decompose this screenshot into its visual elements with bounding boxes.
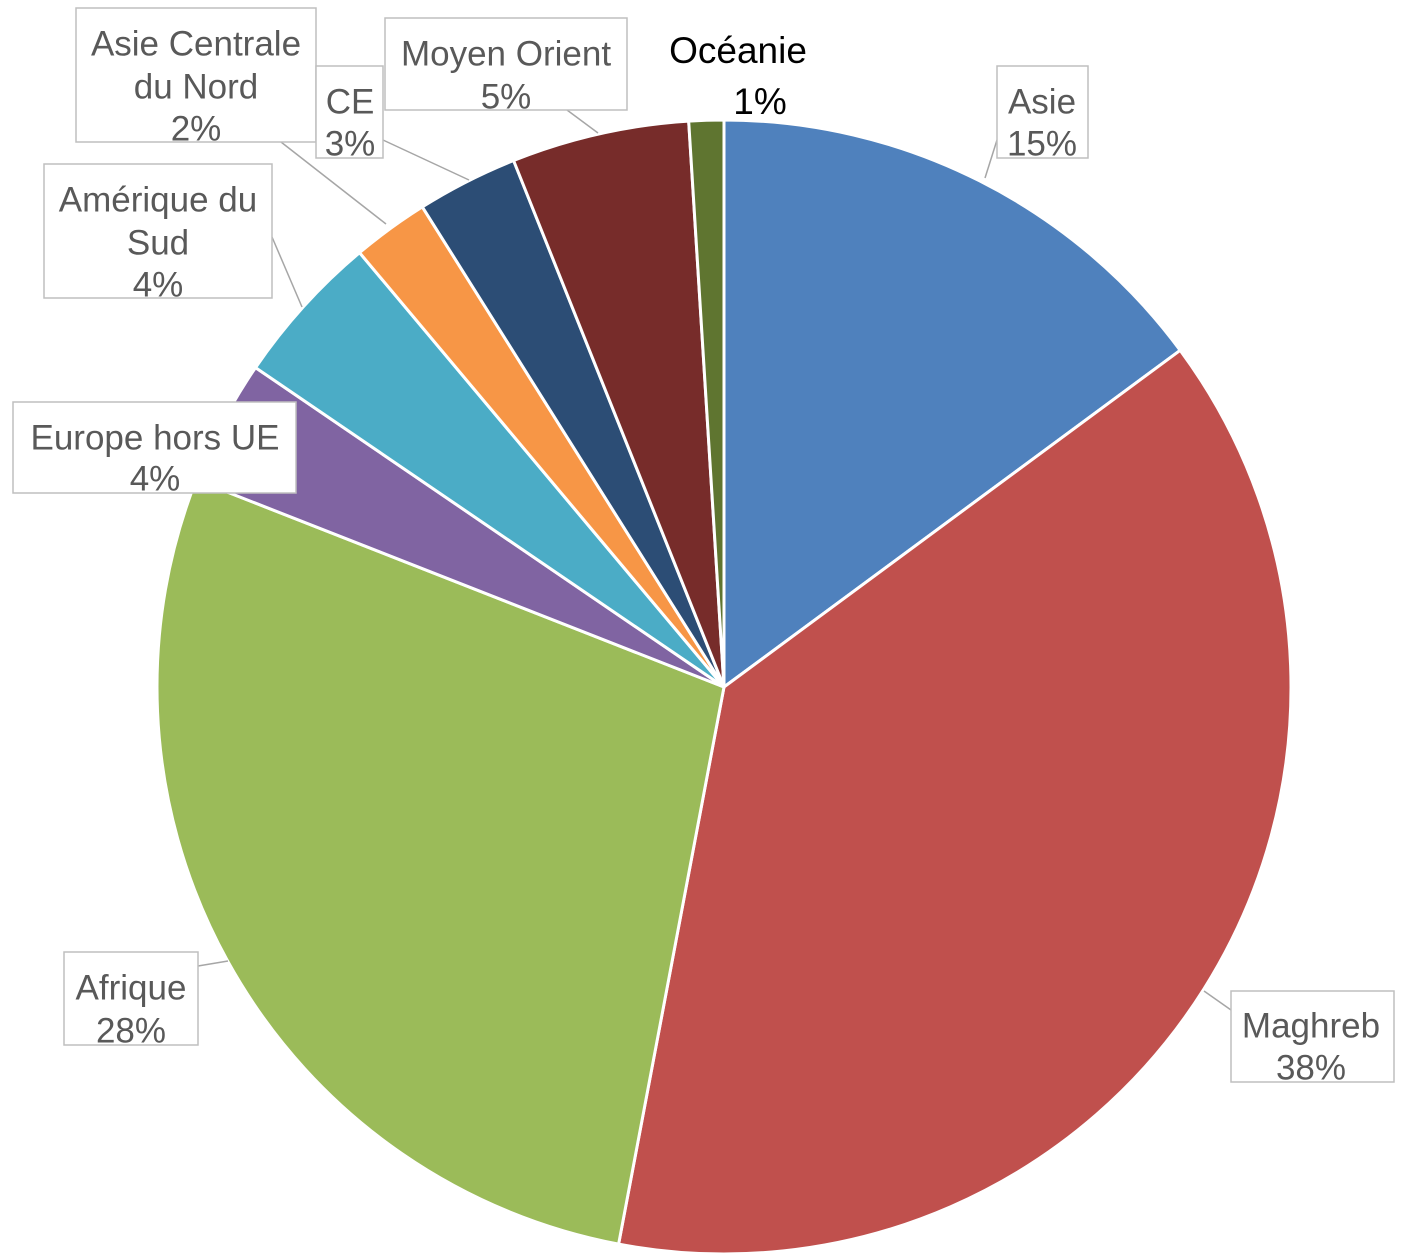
data-label-name-ce: CE: [326, 82, 375, 121]
data-label-name-amerique-du-sud-1: Amérique du: [59, 180, 257, 219]
data-label-percent-oceanie: 1%: [733, 81, 786, 122]
data-label-name-afrique: Afrique: [76, 968, 187, 1007]
data-label-box-asie: [996, 65, 1089, 159]
leader-line-asie-centrale-du-nord: [280, 141, 387, 225]
data-label-name-europe-hors-ue: Europe hors UE: [30, 418, 279, 457]
leader-line-moyen-orient: [566, 109, 599, 134]
data-label-box-asie-centrale-du-nord: [75, 7, 317, 143]
pie-slice-asie: [722, 118, 1182, 689]
data-label-name-maghreb: Maghreb: [1242, 1006, 1380, 1045]
data-label-box-amerique-du-sud: [43, 163, 273, 299]
leader-lines: [197, 109, 1232, 1011]
leader-line-afrique: [197, 960, 229, 967]
leader-line-asie: [984, 139, 998, 179]
leader-line-ce: [382, 139, 470, 181]
data-label-percent-asie: 15%: [1007, 124, 1077, 163]
leader-line-maghreb: [1203, 990, 1232, 1011]
data-label-name-asie-centrale-du-nord-2: du Nord: [134, 67, 259, 106]
pie-slice-oceanie: [687, 118, 726, 689]
data-label-percent-asie-centrale-du-nord: 2%: [171, 109, 222, 148]
pie-slices: [155, 118, 1293, 1256]
data-label-percent-amerique-du-sud: 4%: [133, 265, 184, 304]
data-label-percent-afrique: 28%: [96, 1011, 166, 1050]
leader-line-amerique-du-sud: [271, 236, 303, 308]
data-label-box-afrique: [63, 951, 199, 1046]
data-label-percent-europe-hors-ue: 4%: [130, 459, 181, 498]
data-label-name-moyen-orient: Moyen Orient: [401, 34, 611, 73]
data-label-name-amerique-du-sud-2: Sud: [127, 223, 189, 262]
pie-slice-moyen-orient: [512, 119, 726, 689]
pie-slice-maghreb: [617, 348, 1293, 1256]
data-label-box-ce: [315, 65, 384, 159]
data-label-box-moyen-orient: [384, 17, 628, 111]
data-label-percent-ce: 3%: [325, 124, 376, 163]
data-label-box-maghreb: [1230, 990, 1395, 1083]
data-label-percent-maghreb: 38%: [1276, 1048, 1346, 1087]
data-label-box-europe-hors-ue: [12, 401, 297, 494]
data-label-percent-moyen-orient: 5%: [481, 77, 532, 116]
data-label-name-asie: Asie: [1008, 82, 1076, 121]
data-label-name-oceanie: Océanie: [669, 30, 807, 71]
data-label-name-asie-centrale-du-nord-1: Asie Centrale: [91, 24, 301, 63]
